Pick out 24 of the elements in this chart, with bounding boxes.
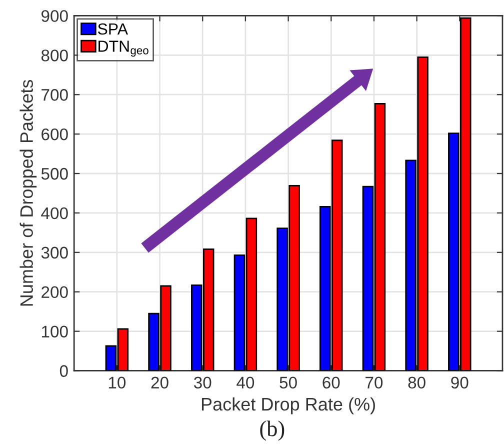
x-tick-label: 40	[236, 376, 254, 389]
x-tick-label: 30	[194, 376, 212, 389]
x-tick-label: 60	[322, 376, 340, 389]
legend-label: SPA	[98, 23, 128, 35]
y-tick-label: 700	[42, 89, 68, 101]
x-tick-label: 70	[366, 376, 383, 389]
text: (b)	[260, 420, 284, 441]
x-tick-label: 10	[108, 376, 126, 389]
y-tick-label: 200	[42, 286, 68, 298]
y-tick-label: 500	[41, 168, 68, 180]
x-tick-label: 80	[408, 376, 426, 389]
legend-label: DTN$_{geo}$	[98, 40, 148, 57]
x-tick-label: 50	[280, 376, 297, 389]
y-tick-label: 0	[60, 365, 68, 377]
y-tick-label: 400	[41, 207, 68, 220]
y-tick-label: 800	[41, 50, 68, 62]
x-axis-title: Packet Drop Rate (%)	[202, 397, 375, 414]
y-tick-label: 300	[41, 246, 68, 259]
x-tick-label: 20	[151, 376, 168, 389]
y-axis-title: Number of Dropped Packets	[20, 80, 37, 306]
x-tick-label: 90	[451, 376, 468, 389]
y-tick-label: 900	[42, 10, 68, 22]
y-tick-label: 600	[42, 128, 68, 140]
y-tick-label: 100	[42, 326, 68, 338]
